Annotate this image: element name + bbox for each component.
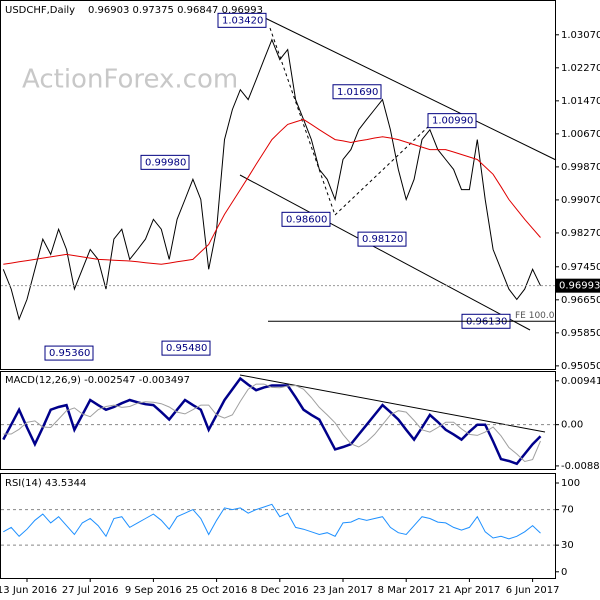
annotation-box <box>357 231 407 247</box>
y-tick-label: 0.98270 <box>561 228 600 239</box>
channel-line <box>264 17 557 161</box>
last-price-box <box>556 278 600 293</box>
y-tick-label: 0.99070 <box>561 195 600 206</box>
watermark: ActionForex.com <box>22 65 238 95</box>
annotation-label: 1.01690 <box>337 87 378 98</box>
chart-subtitle: 0.96903 0.97375 0.96847 0.96993 <box>88 5 263 16</box>
line-series <box>3 118 541 265</box>
x-tick-label: 8 Mar 2017 <box>378 585 435 596</box>
annotation-box <box>44 345 94 361</box>
x-tick-label: 8 Dec 2016 <box>251 585 309 596</box>
macd-trend-line <box>239 374 546 433</box>
y-tick-label: 0 <box>561 567 567 578</box>
y-tick-label: 0.00 <box>561 420 583 431</box>
annotation-label: 0.99980 <box>145 157 186 168</box>
y-tick-label: 1.00670 <box>561 129 600 140</box>
y-tick-label: 0.009411 <box>561 376 600 387</box>
y-tick-label: 1.02270 <box>561 63 600 74</box>
fe-label: FE 100.0 <box>515 311 555 321</box>
y-tick-label: 0.95050 <box>561 361 600 372</box>
y-tick-label: 30 <box>561 540 574 551</box>
y-tick-label: 0.95850 <box>561 328 600 339</box>
annotation-box <box>281 211 331 227</box>
y-tick-label: 0.96650 <box>561 295 600 306</box>
chart-title: USDCHF,Daily <box>5 5 75 16</box>
line-series <box>3 383 541 463</box>
line-series <box>2 376 542 466</box>
y-tick-label: 1.01470 <box>561 96 600 107</box>
y-tick-label: -0.008852 <box>561 461 600 472</box>
line-series <box>3 503 541 540</box>
annotation-label: 0.98120 <box>362 234 403 245</box>
x-tick-label: 25 Oct 2016 <box>186 585 248 596</box>
rsi-panel <box>0 473 556 579</box>
y-tick-label: 70 <box>561 505 574 516</box>
annotation-label: 0.95360 <box>49 348 90 359</box>
annotation-label: 1.03420 <box>222 15 263 26</box>
annotation-box <box>217 12 267 28</box>
x-tick-label: 9 Sep 2016 <box>125 585 182 596</box>
x-tick-label: 13 Jun 2016 <box>0 585 57 596</box>
y-tick-label: 1.03070 <box>561 30 600 41</box>
price-panel <box>0 0 556 370</box>
annotation-label: 0.98600 <box>286 214 327 225</box>
x-tick-label: 6 Jun 2017 <box>506 585 560 596</box>
y-tick-label: 0.99870 <box>561 162 600 173</box>
annotation-box <box>161 340 211 356</box>
annotation-box <box>427 113 477 129</box>
x-tick-label: 21 Apr 2017 <box>438 585 500 596</box>
y-tick-label: 0.97450 <box>561 262 600 273</box>
x-tick-label: 27 Jul 2016 <box>62 585 119 596</box>
annotation-label: 0.95480 <box>166 343 207 354</box>
macd-title: MACD(12,26,9) -0.002547 -0.003497 <box>5 375 190 386</box>
y-tick-label: 100 <box>561 478 580 489</box>
line-series <box>2 38 541 321</box>
x-tick-label: 23 Jan 2017 <box>313 585 373 596</box>
annotation-box <box>332 84 382 100</box>
rsi-title: RSI(14) 43.5344 <box>5 478 86 489</box>
annotation-box <box>140 154 190 170</box>
channel-line <box>239 174 531 331</box>
annotation-label: 1.00990 <box>432 116 473 127</box>
last-price-label: 0.96993 <box>559 281 600 292</box>
